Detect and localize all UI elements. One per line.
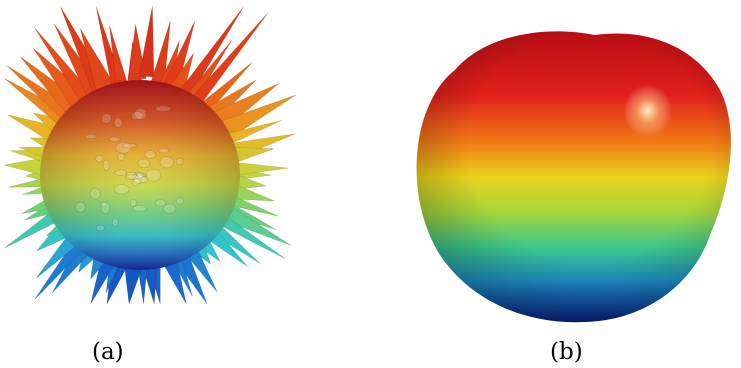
- surface-bump: [113, 117, 123, 128]
- surface-bump: [175, 157, 184, 166]
- spike: [138, 5, 155, 78]
- surface-bump: [114, 169, 127, 176]
- surface-bump: [115, 141, 132, 154]
- smooth-blob-render: [416, 31, 731, 323]
- surface-bump: [126, 171, 137, 179]
- spike: [32, 47, 86, 106]
- surface-bump: [134, 172, 146, 178]
- surface-bump: [132, 171, 143, 185]
- surface-bump: [89, 187, 101, 200]
- surface-bump: [122, 142, 137, 149]
- surface-bump: [113, 184, 130, 195]
- surface-bump: [155, 105, 172, 112]
- surface-bump: [95, 224, 105, 232]
- surface-bump: [101, 113, 112, 124]
- surface-bump: [133, 173, 146, 179]
- surface-bump: [125, 174, 140, 180]
- surface-bump: [162, 203, 177, 214]
- surface-bump: [137, 158, 151, 168]
- spiky-surface-render: [3, 5, 297, 305]
- surface-bump: [159, 156, 174, 169]
- spiky-core-shading: [40, 80, 240, 270]
- surface-bump: [145, 168, 161, 182]
- surface-bump: [99, 201, 108, 208]
- surface-bump: [75, 201, 86, 213]
- surface-bump: [154, 199, 167, 207]
- surface-bump: [132, 205, 147, 212]
- surface-bump: [144, 150, 156, 159]
- surface-bump: [111, 217, 119, 227]
- surface-bump: [95, 154, 104, 163]
- surface-bump: [140, 176, 149, 184]
- surface-bump: [134, 174, 146, 184]
- caption-a: (a): [92, 339, 124, 365]
- surface-bump: [158, 147, 170, 154]
- bump-group: [75, 105, 184, 232]
- surface-bump: [84, 133, 97, 139]
- surface-bump: [176, 197, 184, 205]
- blob-highlight: [575, 65, 685, 185]
- surface-bump: [129, 198, 137, 208]
- caption-b: (b): [550, 339, 583, 365]
- surface-bump: [109, 136, 121, 142]
- surface-bump: [131, 178, 140, 187]
- surface-bump: [136, 172, 144, 180]
- surface-bump: [117, 152, 125, 161]
- surface-bump: [100, 201, 111, 215]
- blob-shading: [416, 31, 731, 323]
- surface-bump: [102, 159, 110, 171]
- surface-bump: [131, 111, 144, 120]
- surface-bump: [134, 107, 147, 120]
